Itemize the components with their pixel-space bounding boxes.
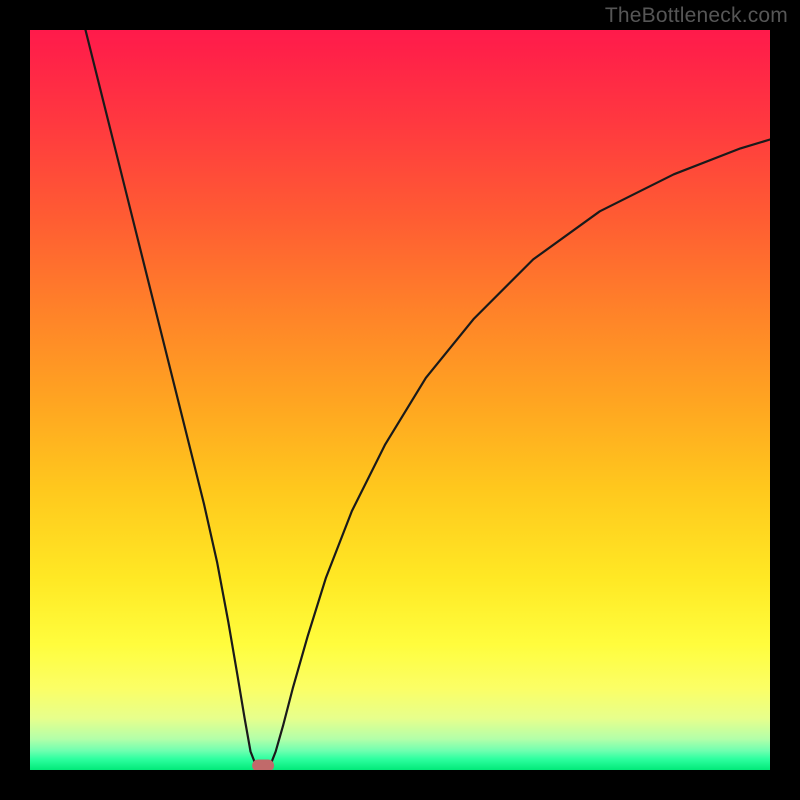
plot-area: [30, 30, 770, 770]
minimum-marker: [252, 760, 274, 770]
gradient-background: [30, 30, 770, 770]
watermark-text: TheBottleneck.com: [605, 4, 788, 28]
chart-container: TheBottleneck.com: [0, 0, 800, 800]
chart-svg: [30, 30, 770, 770]
